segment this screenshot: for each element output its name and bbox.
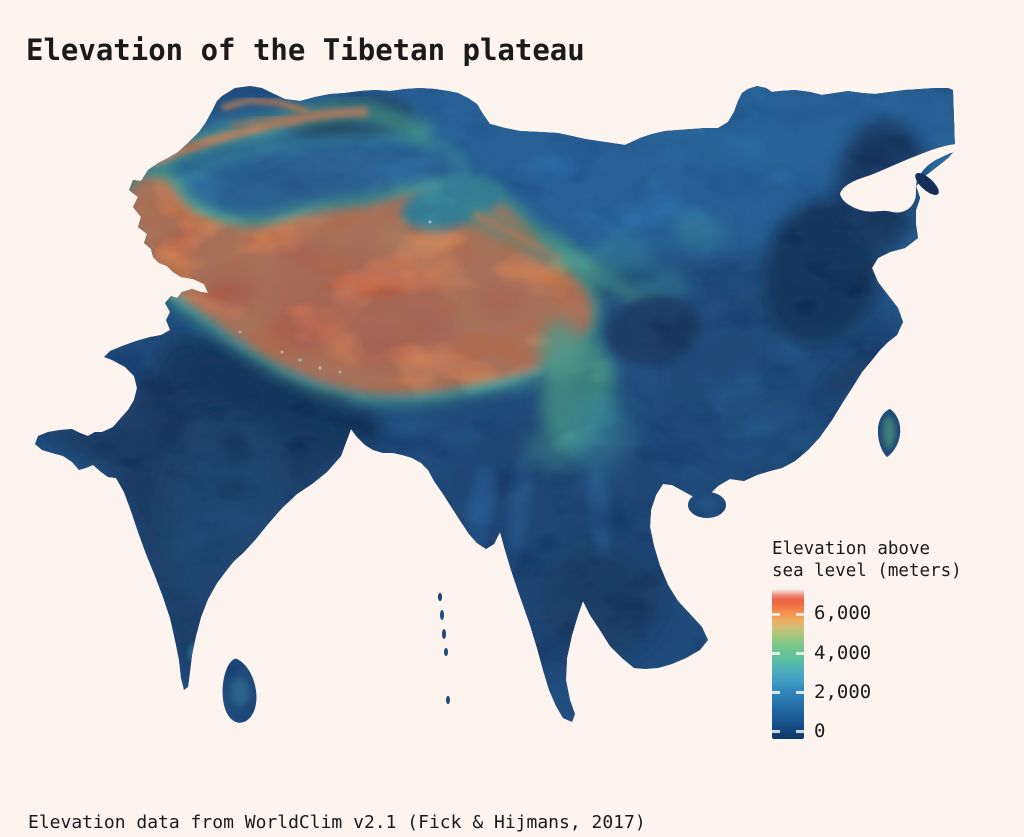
- legend-title: Elevation above sea level (meters): [772, 539, 962, 581]
- bohai-bay: [840, 144, 956, 213]
- colorbar-tick-2000: [796, 691, 804, 695]
- colorbar-label-6000: 6,000: [814, 602, 872, 625]
- colorbar-tick-4000: [796, 652, 804, 656]
- colorbar-gradient: [772, 589, 804, 739]
- page-title: Elevation of the Tibetan plateau: [26, 33, 585, 68]
- colorbar-tick-4000: [772, 652, 780, 656]
- colorbar: [772, 589, 804, 739]
- liaodong-peninsula: [915, 173, 939, 195]
- colorbar-tick-0: [772, 730, 780, 734]
- colorbar-label-2000: 2,000: [814, 680, 872, 703]
- colorbar-tick-6000: [772, 612, 780, 616]
- source-caption: Elevation data from WorldClim v2.1 (Fick…: [28, 812, 646, 833]
- legend: Elevation above sea level (meters) 0 2,000…: [772, 538, 1022, 742]
- colorbar-tick-2000: [772, 691, 780, 695]
- colorbar-tick-6000: [796, 612, 804, 616]
- colorbar-label-4000: 4,000: [814, 641, 872, 664]
- colorbar-tick-0: [796, 730, 804, 734]
- terrain-light-noise: [35, 86, 955, 723]
- colorbar-label-0: 0: [814, 719, 826, 742]
